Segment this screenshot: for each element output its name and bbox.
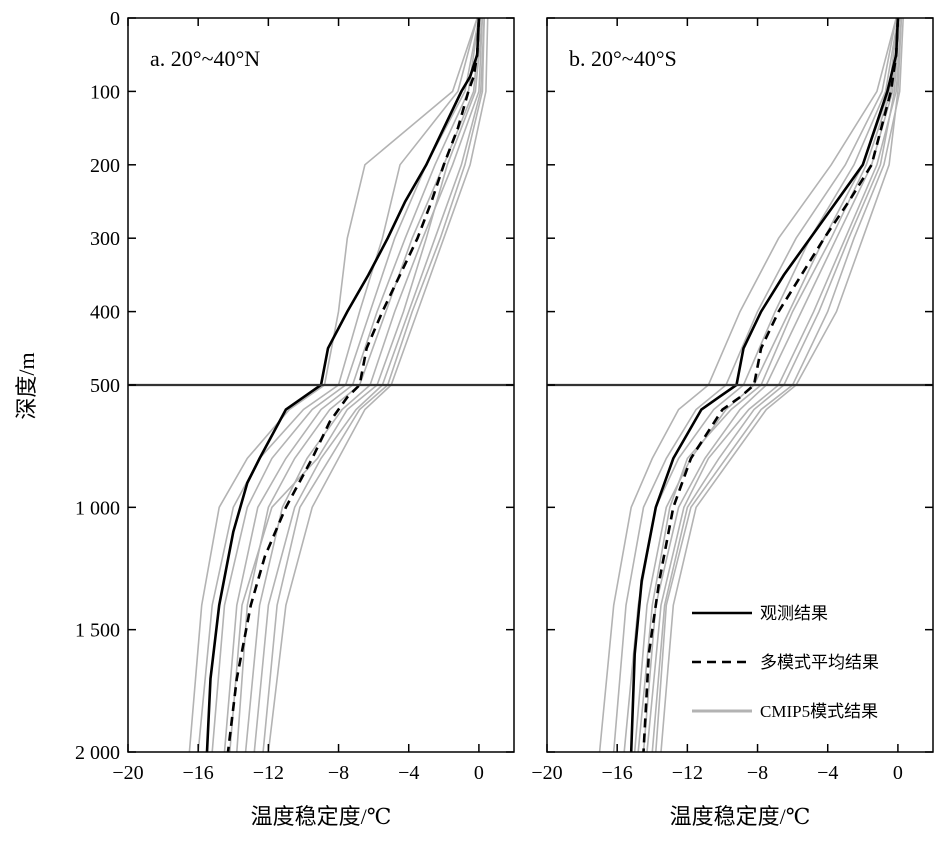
y-tick-label: 100 <box>90 81 120 103</box>
y-tick-label: 0 <box>110 8 120 30</box>
x-tick-label: −8 <box>747 762 768 784</box>
x-tick-label: −8 <box>328 762 349 784</box>
y-tick-label: 200 <box>90 155 120 177</box>
legend-observation-label: 观测结果 <box>760 604 828 623</box>
y-tick-label: 400 <box>90 302 120 324</box>
x-tick-label: −12 <box>253 762 284 784</box>
observation-line <box>629 18 900 752</box>
panel-label: a. 20°~40°N <box>150 46 260 71</box>
legend-cmip5-label: CMIP5模式结果 <box>760 702 878 721</box>
panel-b: −20 −16 −12 −8 −4 0 b. 20°~40°S 温度稳定度/℃ <box>531 17 934 829</box>
panel-a: −20 −16 −12 −8 −4 0 0 100 200 300 400 500 1 000 1 500… <box>75 8 515 829</box>
multi-model-mean-line <box>642 18 900 752</box>
x-tick-label: 0 <box>474 762 484 784</box>
observation-line <box>205 18 481 752</box>
x-tick-label: −16 <box>602 762 633 784</box>
x-tick-label: −16 <box>183 762 214 784</box>
x-tick-label: −20 <box>531 762 562 784</box>
y-tick-label: 1 000 <box>75 497 120 519</box>
y-tick-label: 1 500 <box>75 620 120 642</box>
multi-model-mean-line <box>226 18 481 752</box>
x-axis-label: 温度稳定度/℃ <box>251 804 392 829</box>
x-tick-label: −20 <box>112 762 143 784</box>
legend-multi-model-mean-label: 多模式平均结果 <box>760 653 879 672</box>
x-tick-label: 0 <box>893 762 903 784</box>
x-axis-label: 温度稳定度/℃ <box>670 804 811 829</box>
x-tick-label: −4 <box>817 762 838 784</box>
panel-label: b. 20°~40°S <box>569 46 677 71</box>
y-tick-label: 2 000 <box>75 742 120 764</box>
x-tick-label: −12 <box>672 762 703 784</box>
y-axis-label: 深度/m <box>14 352 39 419</box>
x-tick-label: −4 <box>398 762 419 784</box>
y-tick-label: 300 <box>90 228 120 250</box>
y-tick-label: 500 <box>90 375 120 397</box>
